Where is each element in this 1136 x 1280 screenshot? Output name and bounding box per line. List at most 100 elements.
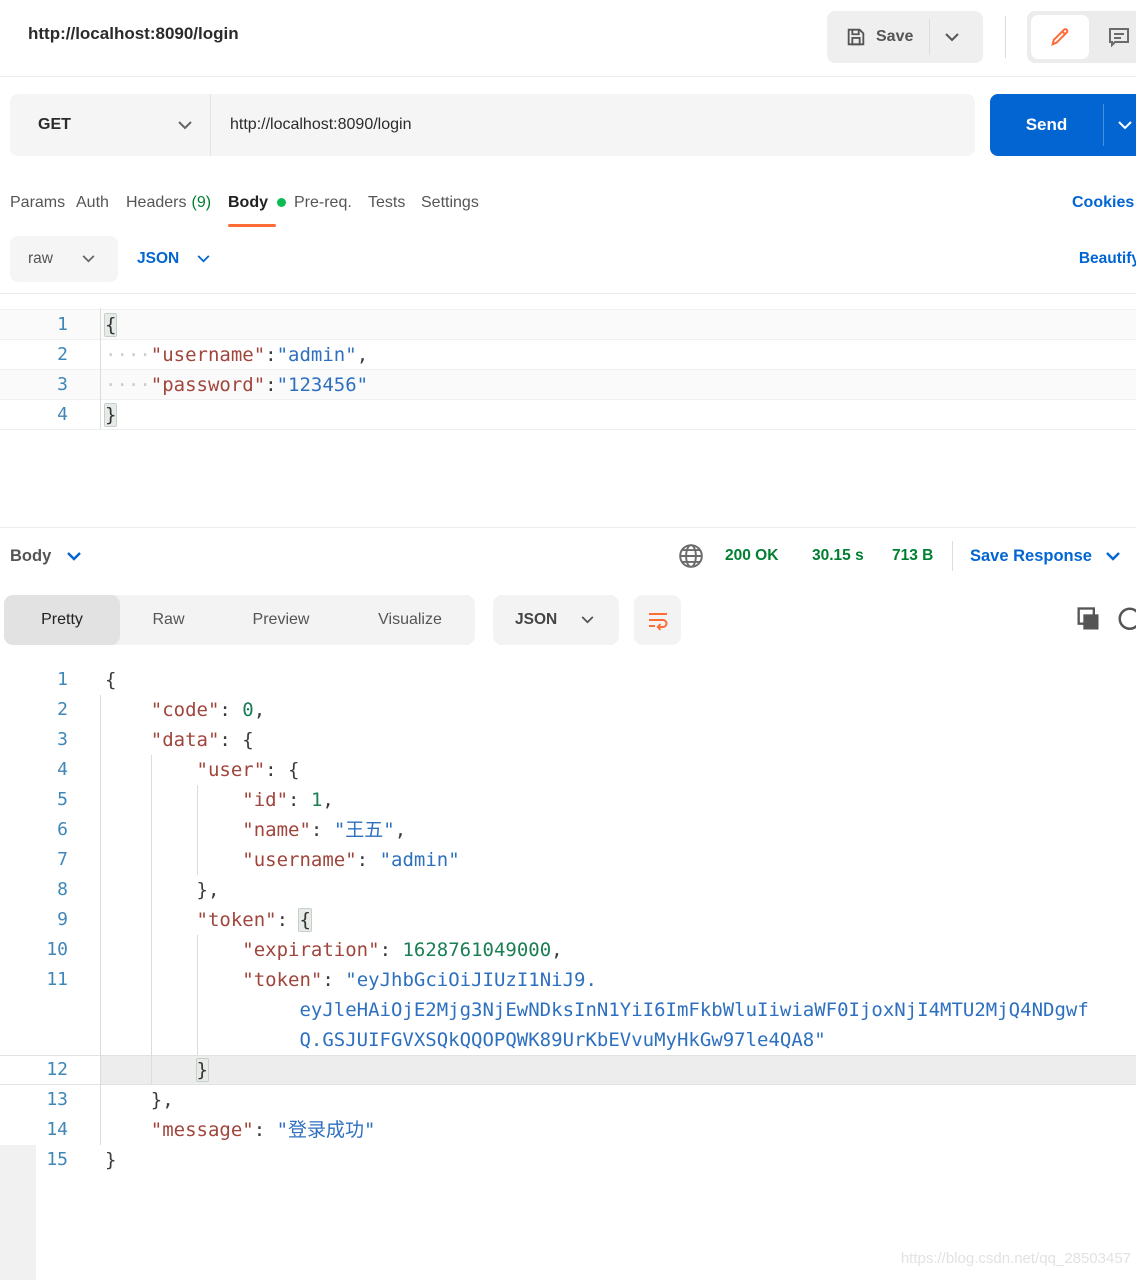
code-line: 3 ····"password":"123456" bbox=[0, 370, 1136, 400]
tab-visualize[interactable]: Visualize bbox=[378, 611, 442, 628]
divider bbox=[210, 94, 211, 156]
code-line: 6 "name": "王五", bbox=[0, 815, 1136, 845]
code-line: 14 "message": "登录成功" bbox=[0, 1115, 1136, 1145]
tab-body-label: Body bbox=[228, 194, 268, 211]
code-line: 8 }, bbox=[0, 875, 1136, 905]
wrap-text-button[interactable] bbox=[634, 595, 681, 645]
body-type-selector[interactable]: raw bbox=[10, 236, 118, 282]
send-button-label: Send bbox=[1025, 115, 1068, 134]
body-type-value: raw bbox=[28, 250, 53, 267]
line-number: 4 bbox=[57, 759, 68, 780]
code-line: 1{ bbox=[0, 665, 1136, 695]
response-body-editor[interactable]: 1{2 "code": 0, 3 "data": {4 "user": {5 "i… bbox=[0, 665, 1136, 1280]
response-view-tabs: Pretty Raw Preview Visualize bbox=[4, 595, 475, 645]
code-line: 11 "token": "eyJhbGciOiJIUzI1NiJ9. bbox=[0, 965, 1136, 995]
line-number: 10 bbox=[46, 939, 68, 960]
response-view-selector[interactable]: Body bbox=[10, 528, 82, 584]
request-body-editor[interactable]: 1{2 ····"username":"admin", 3 ····"password… bbox=[0, 293, 1136, 527]
divider bbox=[1005, 16, 1006, 58]
body-type-toolbar: raw JSON Beautify bbox=[0, 233, 1136, 287]
comments-button[interactable] bbox=[1093, 15, 1136, 59]
line-number: 15 bbox=[46, 1149, 68, 1170]
code-line: 3 "data": { bbox=[0, 725, 1136, 755]
beautify-link[interactable]: Beautify bbox=[1078, 250, 1136, 267]
chevron-down-icon bbox=[82, 255, 95, 263]
send-options-button[interactable] bbox=[1118, 121, 1132, 130]
tab-prereq[interactable]: Pre-req. bbox=[294, 194, 352, 211]
tab-auth[interactable]: Auth bbox=[76, 194, 109, 211]
line-number: 9 bbox=[57, 909, 68, 930]
line-number: 7 bbox=[57, 849, 68, 870]
copy-response-button[interactable] bbox=[1074, 605, 1102, 633]
cookies-link[interactable]: Cookies bbox=[1072, 194, 1135, 211]
request-header-bar: http://localhost:8090/login Save bbox=[0, 0, 1136, 77]
code-line: 4} bbox=[0, 400, 1136, 430]
code-line: 2 ····"username":"admin", bbox=[0, 340, 1136, 370]
method-selector[interactable]: GET bbox=[38, 116, 71, 133]
chevron-down-icon bbox=[1106, 551, 1120, 561]
indent-guide bbox=[197, 785, 198, 875]
chevron-down-icon bbox=[197, 255, 210, 263]
tab-settings[interactable]: Settings bbox=[421, 194, 479, 211]
response-time[interactable]: 30.15 s bbox=[812, 547, 864, 564]
tab-body[interactable]: Body bbox=[228, 175, 286, 231]
edit-mode-button[interactable] bbox=[1031, 15, 1089, 59]
request-code-lines: 1{2 ····"username":"admin", 3 ····"password… bbox=[0, 309, 1136, 430]
response-header-bar: Body 200 OK 30.15 s 713 B Save Response bbox=[0, 527, 1136, 583]
comment-icon bbox=[1107, 25, 1131, 49]
line-number: 2 bbox=[57, 699, 68, 720]
divider bbox=[929, 19, 931, 55]
response-status[interactable]: 200 OK bbox=[725, 547, 779, 564]
body-modified-dot bbox=[277, 197, 286, 207]
language-value: JSON bbox=[137, 250, 180, 267]
request-tabs: Params Auth Headers (9) Body Pre-req. Te… bbox=[0, 175, 1136, 231]
request-url-box: GET http://localhost:8090/login bbox=[10, 94, 975, 156]
line-number: 3 bbox=[57, 729, 68, 750]
network-globe-icon bbox=[678, 543, 704, 569]
line-number: 3 bbox=[57, 374, 68, 395]
search-icon bbox=[1116, 605, 1136, 635]
line-number: 12 bbox=[46, 1059, 68, 1080]
tab-tests[interactable]: Tests bbox=[368, 194, 406, 211]
tab-preview[interactable]: Preview bbox=[252, 611, 310, 628]
response-toolbar: Pretty Raw Preview Visualize JSON bbox=[0, 595, 1136, 645]
wrap-text-icon bbox=[646, 608, 670, 632]
tab-headers[interactable]: Headers (9) bbox=[126, 175, 211, 231]
gutter-border bbox=[100, 695, 101, 1145]
response-size[interactable]: 713 B bbox=[892, 547, 934, 564]
save-response-button[interactable]: Save Response bbox=[970, 528, 1120, 584]
code-line: 5 "id": 1, bbox=[0, 785, 1136, 815]
line-number: 13 bbox=[46, 1089, 68, 1110]
indent-guide bbox=[151, 755, 152, 1085]
code-line: 1{ bbox=[0, 310, 1136, 340]
code-line: 12 } bbox=[0, 1055, 1136, 1085]
line-number: 1 bbox=[57, 314, 68, 335]
send-button[interactable]: Send bbox=[990, 94, 1136, 156]
tab-params[interactable]: Params bbox=[10, 194, 66, 211]
indent-guide bbox=[197, 935, 198, 1055]
pencil-icon bbox=[1049, 26, 1071, 48]
line-number: 8 bbox=[57, 879, 68, 900]
active-tab-underline bbox=[228, 224, 276, 227]
watermark-text: https://blog.csdn.net/qq_28503457 bbox=[900, 1250, 1131, 1267]
save-response-label: Save Response bbox=[970, 546, 1092, 565]
save-button-label: Save bbox=[876, 28, 914, 45]
search-response-button[interactable] bbox=[1116, 605, 1136, 635]
chevron-down-icon bbox=[945, 32, 960, 42]
code-line: 10 "expiration": 1628761049000, bbox=[0, 935, 1136, 965]
url-input[interactable]: http://localhost:8090/login bbox=[230, 116, 412, 133]
line-number: 1 bbox=[57, 669, 68, 690]
code-line: 9 "token": { bbox=[0, 905, 1136, 935]
code-line: 13 }, bbox=[0, 1085, 1136, 1115]
save-button[interactable]: Save bbox=[827, 11, 929, 63]
line-number: 6 bbox=[57, 819, 68, 840]
chevron-down-icon bbox=[178, 121, 192, 130]
tab-pretty[interactable]: Pretty bbox=[4, 595, 120, 645]
divider bbox=[952, 541, 953, 571]
save-options-button[interactable] bbox=[930, 11, 974, 63]
line-number: 5 bbox=[57, 789, 68, 810]
save-button-group: Save bbox=[827, 11, 983, 63]
response-language-selector[interactable]: JSON bbox=[493, 595, 619, 645]
language-selector[interactable]: JSON bbox=[137, 233, 210, 285]
tab-raw[interactable]: Raw bbox=[152, 611, 185, 628]
